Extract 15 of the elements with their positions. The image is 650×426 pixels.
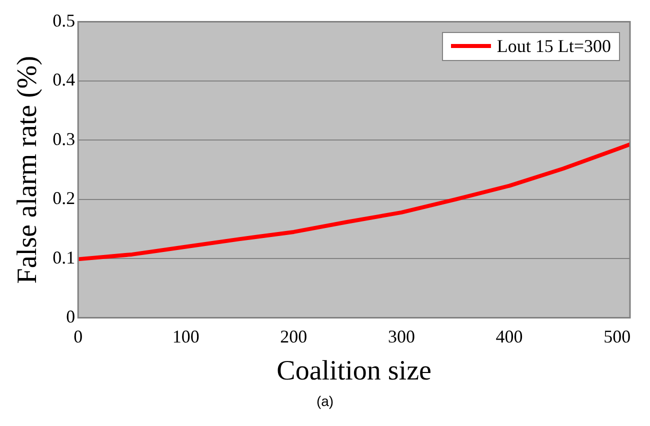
y-tick-label: 0.1	[52, 247, 76, 268]
x-tick-label: 400	[496, 326, 523, 346]
y-tick-label: 0.3	[52, 128, 76, 149]
x-tick-label: 100	[172, 326, 200, 346]
x-tick-label: 300	[388, 326, 415, 346]
y-tick-label: 0	[66, 306, 76, 327]
text: (a)	[315, 393, 335, 409]
y-tick-label: 0.5	[52, 10, 76, 31]
x-tick-label: 500	[604, 326, 631, 346]
y-tick-label: 0.4	[52, 70, 76, 90]
x-axis-title: Coalition size	[276, 356, 432, 387]
legend-label: Lout 15 Lt=300	[496, 36, 611, 57]
y-axis-title: False alarm rate (%)	[12, 56, 44, 284]
y-tick-label: 0.2	[52, 188, 76, 208]
x-tick-label: 200	[280, 326, 308, 346]
